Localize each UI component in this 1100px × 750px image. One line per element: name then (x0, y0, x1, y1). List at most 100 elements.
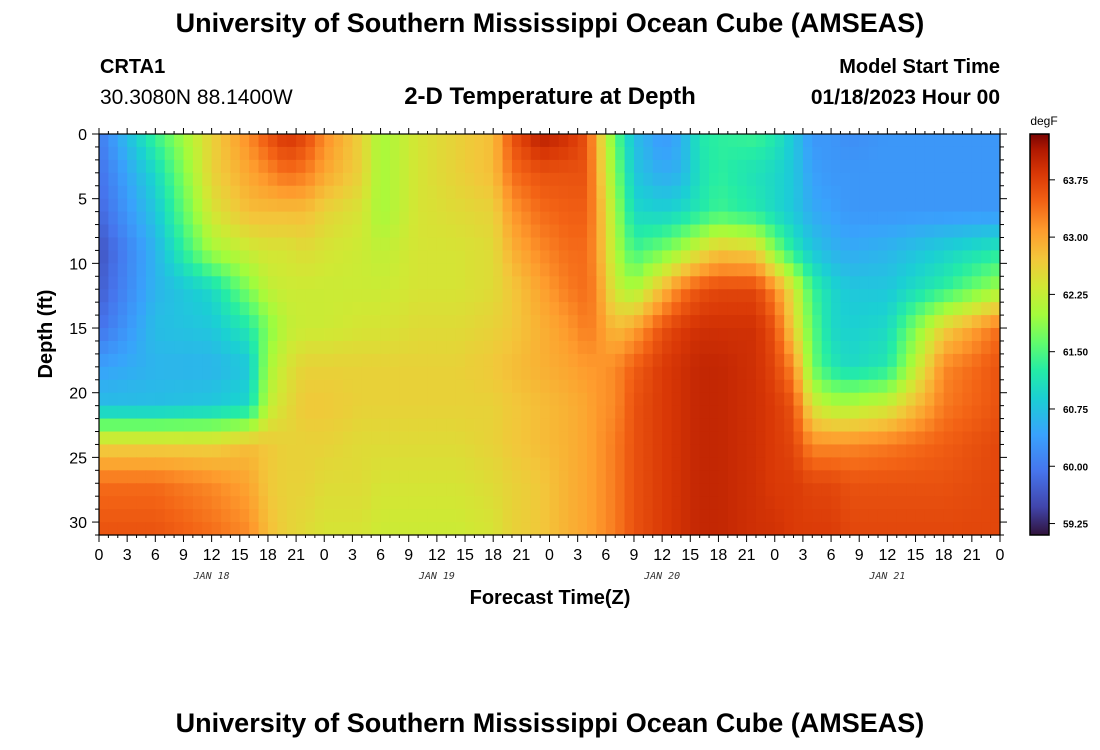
heatmap-cell (465, 198, 476, 213)
heatmap-cell (427, 315, 438, 329)
heatmap-cell (530, 431, 541, 446)
heatmap-cell (455, 302, 466, 316)
heatmap-cell (277, 224, 288, 239)
heatmap-cell (793, 340, 804, 355)
heatmap-cell (314, 237, 325, 252)
heatmap-cell (155, 444, 166, 458)
heatmap-cell (709, 211, 720, 226)
heatmap-cell (924, 198, 935, 213)
heatmap-cell (755, 237, 766, 252)
heatmap-cell (380, 315, 391, 329)
heatmap-cell (962, 457, 973, 471)
heatmap-cell (727, 405, 738, 420)
heatmap-cell (737, 276, 748, 290)
heatmap-cell (774, 263, 785, 277)
heatmap-cell (793, 379, 804, 394)
heatmap-cell (981, 405, 992, 420)
heatmap-cell (962, 198, 973, 213)
heatmap-cell (981, 211, 992, 226)
heatmap-cell (202, 185, 213, 200)
heatmap-cell (389, 198, 400, 213)
heatmap-cell (277, 496, 288, 510)
heatmap-cell (633, 431, 644, 446)
heatmap-cell (671, 392, 682, 407)
heatmap-cell (511, 444, 522, 458)
heatmap-cell (671, 302, 682, 316)
heatmap-cell (408, 444, 419, 458)
heatmap-cell (267, 211, 278, 226)
heatmap-cell (324, 211, 335, 226)
heatmap-cell (802, 353, 813, 368)
heatmap-cell (859, 509, 870, 523)
colorbar-tick-label: 60.75 (1063, 405, 1088, 416)
x-tick-label: 21 (738, 547, 756, 564)
heatmap-cell (643, 457, 654, 471)
heatmap-cell (192, 444, 203, 458)
heatmap-cell (774, 237, 785, 252)
heatmap-cell (549, 405, 560, 420)
heatmap-cell (840, 431, 851, 446)
heatmap-cell (737, 172, 748, 187)
heatmap-cell (418, 353, 429, 368)
heatmap-cell (230, 431, 241, 446)
heatmap-cell (324, 483, 335, 497)
heatmap-cell (343, 444, 354, 458)
heatmap-cell (662, 405, 673, 420)
heatmap-cell (164, 172, 175, 187)
heatmap-cell (333, 289, 344, 303)
heatmap-cell (755, 392, 766, 407)
heatmap-cell (155, 379, 166, 394)
heatmap-cell (174, 250, 185, 264)
heatmap-cell (624, 328, 635, 342)
heatmap-cell (765, 340, 776, 355)
heatmap-cell (671, 340, 682, 355)
heatmap-cell (633, 483, 644, 497)
heatmap-cell (962, 496, 973, 510)
heatmap-cell (784, 392, 795, 407)
heatmap-cell (765, 328, 776, 342)
heatmap-cell (624, 418, 635, 433)
heatmap-cell (117, 405, 128, 420)
heatmap-cell (408, 328, 419, 342)
heatmap-cell (737, 134, 748, 148)
heatmap-cell (596, 172, 607, 187)
heatmap-cell (511, 496, 522, 510)
heatmap-cell (192, 172, 203, 187)
heatmap-cell (305, 457, 316, 471)
heatmap-cell (587, 418, 598, 433)
heatmap-cell (296, 263, 307, 277)
heatmap-cell (502, 185, 513, 200)
heatmap-cell (671, 237, 682, 252)
heatmap-cell (896, 302, 907, 316)
heatmap-cell (887, 418, 898, 433)
heatmap-cell (718, 276, 729, 290)
heatmap-cell (164, 302, 175, 316)
heatmap-cell (277, 483, 288, 497)
heatmap-cell (699, 159, 710, 174)
heatmap-cell (849, 353, 860, 368)
heatmap-cell (249, 315, 260, 329)
heatmap-cell (727, 198, 738, 213)
heatmap-cell (718, 134, 729, 148)
heatmap-cell (652, 250, 663, 264)
heatmap-cell (530, 379, 541, 394)
heatmap-cell (737, 302, 748, 316)
heatmap-cell (587, 289, 598, 303)
heatmap-cell (483, 418, 494, 433)
heatmap-cell (727, 431, 738, 446)
heatmap-cell (709, 405, 720, 420)
heatmap-cell (643, 405, 654, 420)
heatmap-cell (136, 263, 147, 277)
heatmap-cell (305, 522, 316, 536)
heatmap-cell (145, 328, 156, 342)
heatmap-cell (680, 328, 691, 342)
heatmap-cell (755, 496, 766, 510)
heatmap-cell (709, 522, 720, 536)
heatmap-cell (577, 418, 588, 433)
heatmap-cell (155, 340, 166, 355)
heatmap-cell (990, 250, 1001, 264)
heatmap-cell (896, 353, 907, 368)
heatmap-cell (577, 224, 588, 239)
heatmap-cell (99, 315, 109, 329)
heatmap-cell (746, 509, 757, 523)
